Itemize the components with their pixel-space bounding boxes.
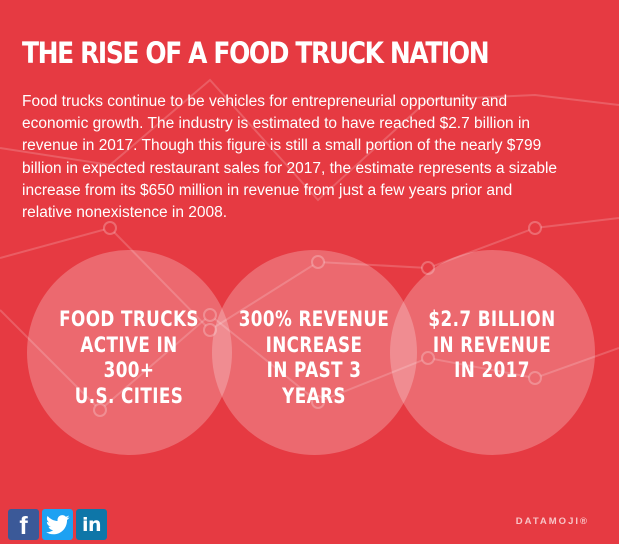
- stat-line: IN 2017: [454, 358, 530, 382]
- twitter-bird-glyph: [45, 514, 70, 534]
- stat-revenue-2017: $2.7 BILLION IN REVENUE IN 2017: [416, 307, 568, 384]
- stat-line: 300% REVENUE: [238, 307, 390, 331]
- stat-circle-1: [27, 250, 232, 455]
- stat-line: IN REVENUE: [432, 332, 552, 357]
- social-share-bar: f in: [8, 509, 107, 540]
- stat-line: ACTIVE IN 300+: [80, 332, 178, 383]
- facebook-glyph: f: [19, 512, 28, 540]
- stat-line: IN PAST 3 YEARS: [266, 358, 362, 408]
- linkedin-glyph: in: [81, 513, 102, 536]
- stat-line: FOOD TRUCKS: [59, 307, 199, 331]
- twitter-icon[interactable]: [42, 509, 73, 540]
- facebook-icon[interactable]: f: [8, 509, 39, 540]
- stat-line: $2.7 BILLION: [428, 307, 556, 331]
- stat-line: INCREASE: [265, 332, 363, 357]
- linkedin-icon[interactable]: in: [76, 509, 107, 540]
- stat-line: U.S. CITIES: [74, 383, 184, 408]
- stat-circle-2: [212, 250, 417, 455]
- stat-revenue-increase: 300% REVENUE INCREASE IN PAST 3 YEARS: [238, 307, 390, 409]
- brand-logo: DATAMOJI®: [515, 516, 589, 527]
- stat-food-trucks-cities: FOOD TRUCKS ACTIVE IN 300+ U.S. CITIES: [53, 307, 205, 409]
- intro-paragraph: Food trucks continue to be vehicles for …: [22, 93, 558, 222]
- stat-circle-3: [390, 250, 595, 455]
- page-title: THE RISE OF A FOOD TRUCK NATION: [22, 36, 490, 70]
